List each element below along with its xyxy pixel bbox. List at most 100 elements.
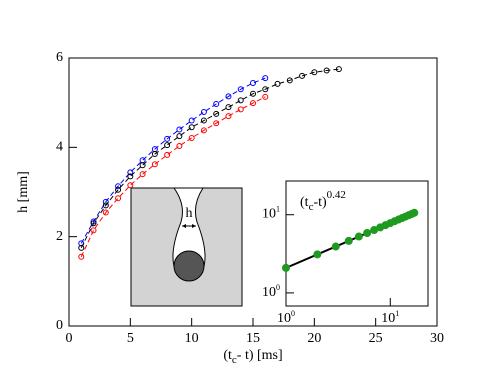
- tick-label: 30: [430, 331, 444, 346]
- data-point: [225, 113, 232, 120]
- tick-label-base: 10: [262, 207, 276, 222]
- data-point: [176, 142, 183, 149]
- inset-annotation: (tc-t)0.42: [300, 189, 346, 213]
- series-line: [80, 77, 266, 244]
- annotation-sub: c: [309, 201, 314, 213]
- schematic: h: [130, 187, 243, 307]
- data-point: [311, 69, 318, 76]
- data-point: [286, 77, 293, 84]
- data-point: [188, 134, 195, 141]
- data-point: [78, 253, 85, 260]
- tick-label: 2: [56, 229, 63, 244]
- data-point: [323, 67, 330, 74]
- data-point: [354, 232, 363, 241]
- data-point: [313, 250, 322, 259]
- data-point: [237, 106, 244, 113]
- tick-label-base: 10: [262, 285, 276, 300]
- data-point: [225, 93, 232, 100]
- data-point: [78, 240, 85, 247]
- x-label-part: (t: [223, 348, 232, 363]
- tick-label: 5: [127, 331, 134, 346]
- data-point: [237, 86, 244, 93]
- data-point: [274, 80, 281, 87]
- data-point: [176, 126, 183, 133]
- data-point: [164, 135, 171, 142]
- schematic-drop: [173, 250, 205, 282]
- tick-label-base: 10: [381, 311, 395, 326]
- tick-label: 4: [56, 140, 63, 155]
- data-point: [213, 120, 220, 127]
- tick-label: 25: [369, 331, 383, 346]
- data-point: [213, 101, 220, 108]
- data-point: [250, 90, 256, 97]
- data-point: [200, 109, 207, 116]
- data-point: [299, 72, 306, 79]
- tick-label: 6: [56, 50, 63, 65]
- data-point: [115, 195, 122, 202]
- data-point: [410, 208, 419, 217]
- data-point: [200, 117, 207, 124]
- plot-frame: [285, 180, 429, 307]
- x-label-part: - t) [ms]: [237, 348, 283, 363]
- data-point: [90, 227, 97, 234]
- data-point: [115, 186, 122, 193]
- data-point: [262, 93, 269, 100]
- data-point: [344, 236, 353, 245]
- data-point: [225, 104, 232, 111]
- data-point: [139, 157, 146, 164]
- tick-label-exponent: 0: [291, 309, 295, 318]
- tick-label: 20: [307, 331, 321, 346]
- tick-label-exponent: 1: [276, 205, 280, 214]
- data-point: [102, 202, 109, 209]
- data-point: [363, 228, 372, 237]
- x-axis-label: (tc- t) [ms]: [223, 348, 282, 365]
- data-point: [200, 127, 207, 134]
- data-point: [282, 263, 290, 272]
- tick-label: 101: [381, 309, 399, 326]
- tick-label-exponent: 0: [276, 283, 280, 292]
- data-point: [127, 169, 134, 176]
- data-point: [213, 110, 220, 117]
- data-point: [102, 198, 109, 205]
- tick-label-exponent: 1: [395, 309, 399, 318]
- data-point: [139, 171, 146, 178]
- data-point: [188, 124, 195, 131]
- data-point: [90, 220, 97, 227]
- tick-label: 100: [277, 309, 295, 326]
- plot-frame: [68, 57, 438, 327]
- annotation-part: (t: [300, 195, 309, 210]
- data-point: [250, 100, 256, 107]
- data-point: [139, 162, 146, 169]
- annotation-sup: 0.42: [327, 189, 346, 201]
- tick-label: 0: [56, 318, 63, 333]
- data-point: [151, 161, 158, 168]
- data-point: [176, 133, 183, 140]
- tick-label: 0: [66, 331, 73, 346]
- data-point: [188, 117, 195, 124]
- y-axis-label: h [mm]: [16, 171, 31, 213]
- data-point: [262, 86, 269, 93]
- annotation-part: -t): [313, 195, 327, 210]
- series-line: [80, 96, 266, 257]
- schematic-label: h: [186, 206, 193, 221]
- data-point: [115, 183, 122, 190]
- tick-label: 100: [262, 283, 280, 300]
- data-point: [262, 75, 269, 82]
- data-point: [151, 151, 158, 158]
- schematic-arrowheads: [182, 224, 196, 228]
- tick-label: 15: [246, 331, 260, 346]
- data-point: [78, 244, 85, 251]
- data-point: [335, 66, 342, 73]
- data-point: [164, 142, 171, 149]
- data-point: [164, 151, 171, 158]
- data-point: [331, 242, 340, 251]
- series-line: [80, 68, 339, 249]
- data-point: [250, 80, 256, 87]
- tick-label-base: 10: [277, 311, 291, 326]
- tick-label: 101: [262, 205, 280, 222]
- x-label-sub: c: [232, 354, 237, 366]
- data-point: [127, 182, 134, 189]
- data-point: [237, 97, 244, 104]
- tick-label: 10: [185, 331, 199, 346]
